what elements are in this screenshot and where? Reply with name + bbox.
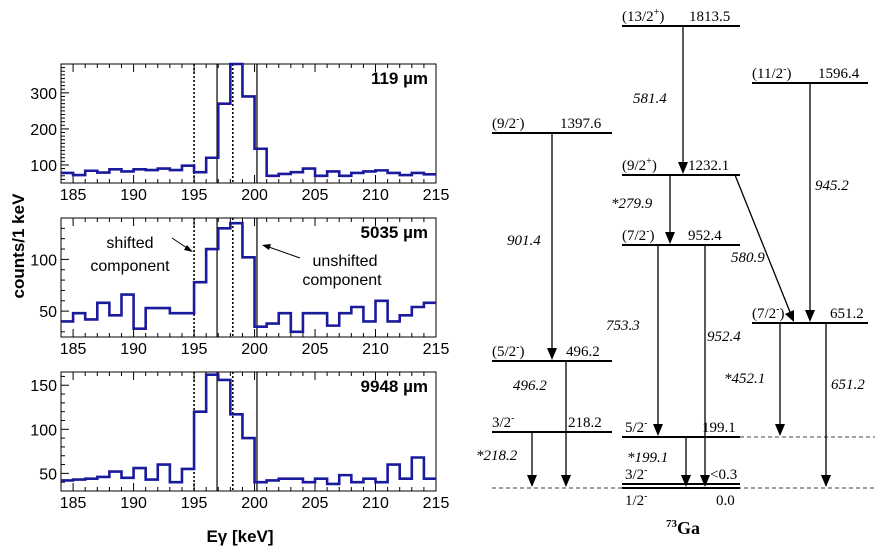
level-1397-energy: 1397.6	[560, 116, 602, 132]
x-tick-label: 185	[60, 495, 87, 512]
level-199-energy: 199.1	[702, 420, 736, 436]
level-1596-energy: 1596.4	[818, 66, 860, 82]
gamma-label-945.2: 945.2	[815, 178, 849, 194]
panel-1: 185 190 195 200 205 210 215 100 200 300 119 µm	[30, 62, 450, 204]
panel-label: 119 µm	[371, 69, 428, 88]
spectrum-histogram	[61, 373, 436, 486]
y-tick-label: 50	[39, 304, 57, 321]
x-tick-label: 190	[120, 187, 147, 204]
x-tick-label: 205	[302, 341, 329, 358]
x-tick-label: 190	[120, 495, 147, 512]
y-tick-label: 100	[30, 422, 57, 439]
level-496-spin: (5/2-)	[492, 342, 525, 360]
x-tick-label: 195	[181, 187, 208, 204]
gamma-label-952.4: 952.4	[707, 329, 741, 345]
x-tick-label: 215	[423, 187, 450, 204]
level-0-energy: 0.0	[716, 493, 735, 509]
x-tick-label: 200	[241, 341, 268, 358]
gamma-label-753.3: 753.3	[606, 318, 640, 334]
panel-3: 185 190 195 200 205 210 215 50 100 150 9948 µm	[30, 371, 450, 512]
gamma-label-199.1: *199.1	[627, 450, 668, 466]
annotation-unshifted: unshifted	[313, 253, 378, 270]
y-tick-label: 100	[30, 252, 57, 269]
level-1232-spin: (9/2+)	[622, 156, 657, 174]
gamma-label-496.2: 496.2	[513, 378, 547, 394]
gamma-label-901.4: 901.4	[507, 233, 541, 249]
annotation-arrowhead-shifted	[184, 245, 193, 252]
gamma-label-651.2: 651.2	[831, 377, 865, 393]
transition-arrow-580.9	[734, 174, 791, 313]
level-651-spin: (7/2-)	[752, 304, 785, 322]
level-0-spin: 1/2-	[625, 491, 648, 509]
x-tick-label: 200	[241, 187, 268, 204]
y-tick-label: 300	[30, 86, 57, 103]
level-0.3-energy: <0.3	[710, 467, 737, 483]
level-496-energy: 496.2	[566, 344, 600, 360]
x-tick-label: 210	[362, 495, 389, 512]
level-1813-energy: 1813.5	[689, 9, 730, 25]
x-tick-label: 210	[362, 341, 389, 358]
gamma-label-581.4: 581.4	[633, 91, 667, 107]
annotation-shifted: shifted	[106, 235, 153, 252]
x-tick-label: 215	[423, 341, 450, 358]
y-tick-label: 50	[39, 466, 57, 483]
y-axis-label: counts/1 keV	[9, 193, 28, 299]
y-tick-label: 150	[30, 378, 57, 395]
panel-label: 9948 µm	[361, 377, 428, 396]
annotation-arrow-unshifted	[265, 245, 301, 259]
annotation-unshifted: component	[302, 272, 382, 289]
gamma-label-580.9: 580.9	[731, 250, 765, 266]
gamma-label-218.2: *218.2	[476, 448, 518, 464]
level-218-energy: 218.2	[568, 415, 602, 431]
panel-2: 185 190 195 200 205 210 215 50 100 5035 µm shifted…	[30, 217, 450, 358]
level-952-spin: (7/2-)	[622, 226, 655, 244]
x-tick-label: 195	[181, 495, 208, 512]
spectrum-histogram	[61, 221, 436, 334]
level-1813-spin: (13/2+)	[622, 7, 664, 25]
level-1397-spin: (9/2-)	[492, 114, 525, 132]
x-tick-label: 200	[241, 495, 268, 512]
nucleus-label: 73Ga	[666, 518, 700, 538]
y-tick-label: 100	[30, 158, 57, 175]
panel-label: 5035 µm	[361, 223, 428, 242]
level-218-spin: 3/2-	[492, 413, 515, 431]
x-tick-label: 205	[302, 495, 329, 512]
panel-frame	[60, 371, 437, 492]
x-tick-label: 185	[60, 187, 87, 204]
level-1232-energy: 1232.1	[688, 158, 729, 174]
level-scheme: (13/2+) 1813.5 (11/2-) 1596.4 (9/2-) 139…	[476, 7, 875, 538]
level-952-energy: 952.4	[688, 228, 722, 244]
y-tick-label: 200	[30, 122, 57, 139]
spectrum-histogram	[61, 62, 436, 178]
x-tick-label: 210	[362, 187, 389, 204]
level-651-energy: 651.2	[830, 306, 864, 322]
x-tick-label: 205	[302, 187, 329, 204]
level-0.3-spin: 3/2-	[625, 465, 648, 483]
level-1596-spin: (11/2-)	[752, 64, 791, 82]
gamma-label-279.9: *279.9	[611, 196, 653, 212]
x-tick-label: 195	[181, 341, 208, 358]
panel-frame	[60, 217, 437, 338]
annotation-arrowhead-unshifted	[262, 244, 271, 250]
gamma-label-452.1: *452.1	[724, 371, 765, 387]
level-199-spin: 5/2-	[625, 418, 648, 436]
x-tick-label: 190	[120, 341, 147, 358]
x-axis-label: Eγ [keV]	[206, 527, 273, 546]
x-tick-label: 185	[60, 341, 87, 358]
panel-frame	[60, 63, 437, 184]
x-tick-label: 215	[423, 495, 450, 512]
annotation-shifted: component	[90, 258, 170, 275]
spectra-panels: counts/1 keV Eγ [keV] 185 190 195 200 205 210…	[9, 62, 450, 546]
